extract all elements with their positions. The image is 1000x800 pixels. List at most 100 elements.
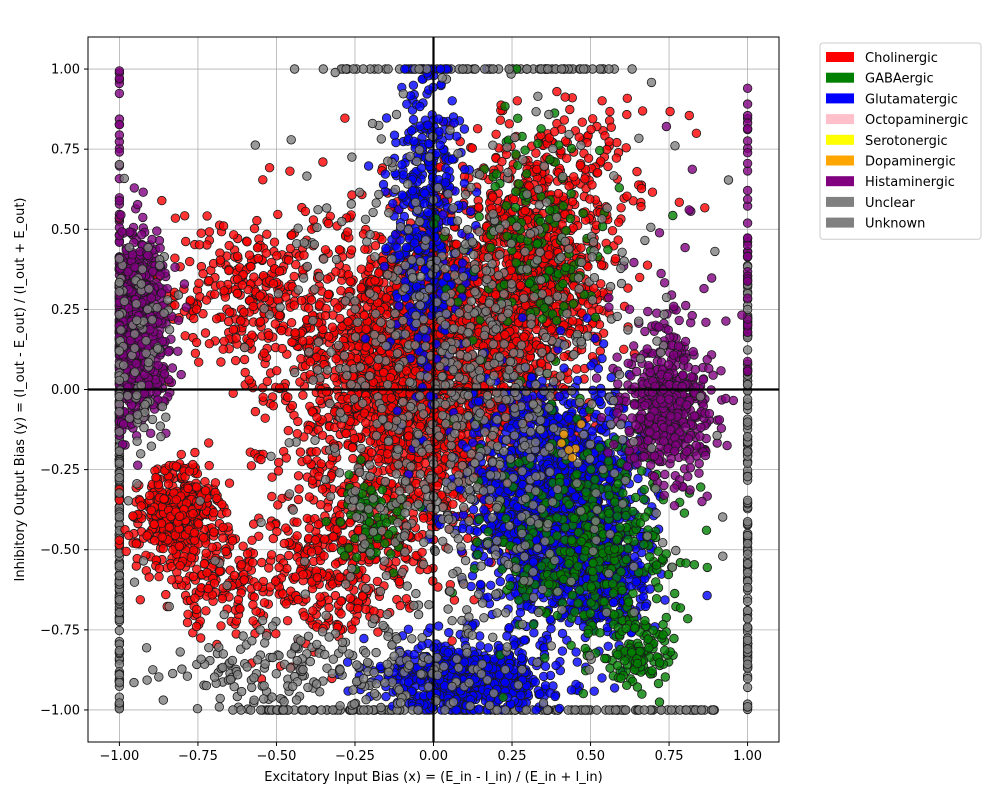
- data-point: [697, 705, 707, 715]
- data-point: [635, 272, 645, 283]
- data-point: [267, 491, 277, 502]
- data-point: [253, 253, 263, 264]
- data-point: [209, 527, 219, 537]
- data-point: [284, 255, 294, 265]
- data-point: [193, 519, 204, 529]
- data-point: [295, 447, 306, 457]
- data-point: [418, 513, 429, 523]
- data-point: [210, 478, 221, 488]
- data-point: [200, 486, 211, 496]
- data-point: [196, 228, 206, 238]
- data-point: [281, 523, 291, 533]
- data-point: [131, 539, 142, 549]
- data-point: [255, 291, 265, 301]
- data-point: [316, 500, 326, 510]
- data-point: [328, 542, 338, 553]
- data-point: [256, 705, 266, 715]
- data-point: [256, 454, 266, 465]
- data-point: [191, 337, 202, 348]
- data-point: [144, 490, 155, 501]
- data-point: [742, 194, 753, 205]
- data-point: [170, 253, 180, 263]
- data-point: [257, 557, 267, 568]
- data-point: [516, 280, 526, 291]
- data-point: [742, 394, 753, 404]
- data-point: [742, 635, 753, 646]
- data-point: [249, 223, 260, 234]
- data-point: [359, 310, 370, 321]
- data-point: [260, 413, 270, 423]
- data-point: [204, 460, 214, 471]
- data-point: [247, 535, 257, 546]
- data-point: [572, 364, 582, 374]
- data-point: [324, 331, 334, 342]
- data-point: [272, 366, 282, 376]
- data-point: [237, 280, 248, 290]
- data-point: [742, 559, 753, 569]
- data-point: [179, 211, 190, 221]
- data-point: [656, 705, 666, 715]
- data-point: [403, 431, 414, 441]
- data-point: [281, 599, 291, 609]
- data-point: [202, 211, 212, 221]
- data-point: [386, 393, 397, 403]
- data-point: [509, 194, 519, 205]
- data-point: [401, 594, 412, 604]
- data-point: [346, 245, 357, 255]
- data-point: [320, 310, 331, 321]
- data-point: [274, 310, 285, 321]
- data-point: [249, 272, 259, 282]
- data-point: [224, 478, 235, 488]
- data-point: [282, 616, 293, 626]
- data-point: [272, 251, 282, 261]
- data-point: [287, 400, 298, 411]
- data-point: [274, 457, 284, 468]
- data-point: [742, 345, 753, 355]
- data-point: [258, 175, 268, 185]
- data-point: [149, 519, 159, 530]
- data-point: [252, 243, 263, 253]
- data-point: [559, 351, 569, 362]
- data-point: [264, 330, 274, 341]
- data-point: [742, 622, 753, 632]
- data-point: [203, 438, 214, 448]
- data-point: [336, 286, 346, 296]
- data-point: [522, 64, 532, 74]
- data-point: [230, 355, 241, 366]
- data-point: [228, 230, 239, 240]
- data-point: [592, 705, 602, 715]
- data-point: [297, 336, 308, 346]
- data-point: [324, 602, 334, 613]
- data-point: [191, 304, 202, 314]
- data-point: [201, 295, 212, 305]
- data-point: [128, 511, 138, 521]
- data-point: [218, 221, 229, 231]
- data-point: [146, 505, 156, 516]
- data-point: [306, 295, 317, 305]
- data-point: [239, 307, 249, 317]
- data-point: [292, 517, 302, 528]
- data-point: [315, 592, 325, 602]
- data-point: [299, 250, 309, 260]
- data-point: [188, 509, 198, 519]
- data-point: [383, 64, 393, 74]
- data-point: [361, 324, 371, 334]
- data-point: [742, 596, 753, 607]
- data-point: [742, 582, 753, 593]
- data-point: [151, 472, 161, 483]
- data-point: [322, 274, 333, 284]
- data-point: [216, 357, 226, 367]
- data-point: [204, 227, 215, 237]
- data-point: [666, 705, 677, 715]
- data-point: [742, 568, 753, 578]
- data-point: [224, 265, 234, 276]
- data-point: [114, 88, 125, 99]
- data-point: [219, 286, 229, 296]
- data-point: [269, 237, 280, 247]
- data-point: [619, 344, 629, 355]
- data-point: [491, 129, 501, 140]
- data-point: [114, 458, 125, 468]
- data-point: [306, 547, 317, 557]
- data-point: [228, 324, 239, 335]
